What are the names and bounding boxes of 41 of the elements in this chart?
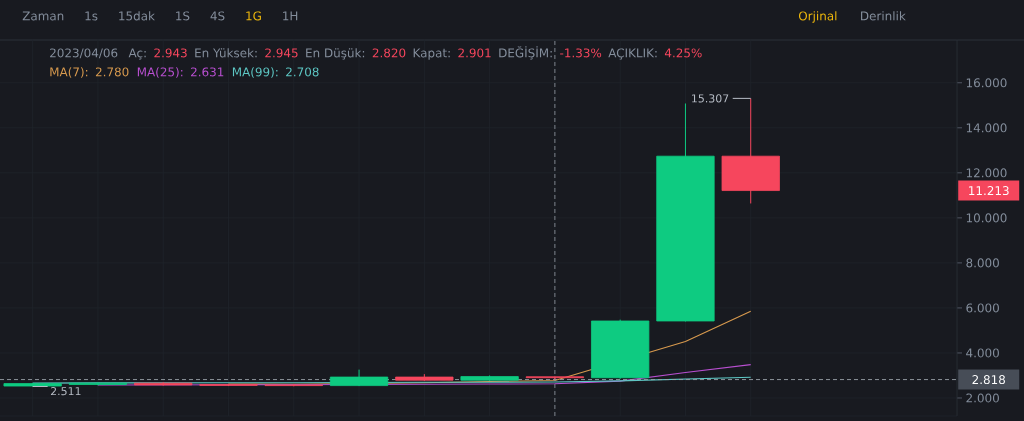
annotation: Kapat: <box>413 48 450 60</box>
annotation: 2.631 <box>191 67 224 77</box>
text: 11.213 <box>969 186 1009 196</box>
text: 4S <box>210 11 225 21</box>
text: 2.818 <box>972 375 1005 385</box>
annotation: 2.943 <box>154 48 187 58</box>
annotation: -1.33% <box>560 48 602 58</box>
text: MA(7): <box>50 67 88 78</box>
annotation: En Düşük: <box>306 48 365 60</box>
y-tick-label: 4.000 <box>966 348 999 358</box>
annotation: 2.820 <box>372 48 406 58</box>
annotation: DEĞİŞİM: <box>499 46 552 60</box>
annotation: En Yüksek: <box>195 48 257 58</box>
annotation: 2.511 <box>50 386 81 396</box>
text: Zaman <box>22 11 64 21</box>
y-tick-label: 14.000 <box>966 123 1007 133</box>
y-tick-label: 2.000 <box>966 393 999 403</box>
y-tick-label: 6.000 <box>966 303 999 313</box>
annotation: 2.708 <box>286 67 319 77</box>
text: 1s <box>85 11 98 21</box>
annotation: 2.945 <box>265 48 298 58</box>
y-tick-label: 12.000 <box>966 168 1007 178</box>
annotation: 15.307 <box>692 94 729 103</box>
text: MA(25): <box>137 67 183 78</box>
candlestick <box>525 376 585 381</box>
annotation: 2.901 <box>458 48 491 58</box>
text: MA(99): <box>232 67 278 78</box>
annotation: 2.780 <box>95 67 129 77</box>
annotation: 4.25% <box>664 48 702 58</box>
text: 15dak <box>119 11 155 21</box>
y-tick-label: 8.000 <box>966 258 999 268</box>
text: 1H <box>283 11 298 21</box>
y-tick-label: 16.000 <box>966 78 1007 88</box>
y-tick-label: 10.000 <box>966 213 1007 223</box>
text: Derinlik <box>861 11 906 21</box>
annotation: Aç: <box>128 48 146 60</box>
text: Orjinal <box>798 11 837 23</box>
text: 1S <box>176 11 190 21</box>
annotation: AÇIKLIK: <box>608 48 657 60</box>
annotation: 2023/04/06 <box>50 48 118 59</box>
text: 1G <box>246 11 261 21</box>
